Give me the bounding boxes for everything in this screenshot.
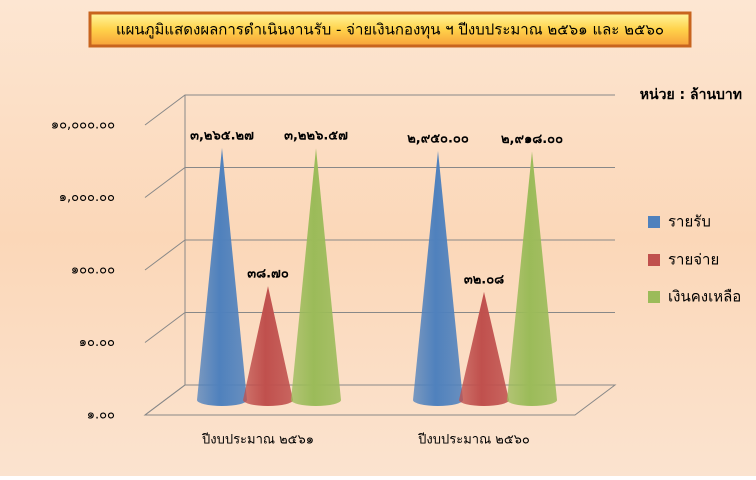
value-label: ๓๘.๗๐ <box>247 267 289 282</box>
y-tick-label: ๑๐,๐๐๐.๐๐ <box>51 118 115 133</box>
legend-swatch <box>648 216 660 228</box>
y-tick-label: ๑.๐๐ <box>87 408 115 423</box>
value-label: ๒,๙๑๘.๐๐ <box>501 132 563 147</box>
x-tick-label: ปีงบประมาณ ๒๕๖๑ <box>201 432 314 448</box>
cone <box>291 148 341 406</box>
chart-title: แผนภูมิแสดงผลการดำเนินงานรับ - จ่ายเงินก… <box>116 21 664 40</box>
y-tick-label: ๑๐๐.๐๐ <box>71 263 115 278</box>
cone <box>197 147 247 406</box>
value-label: ๒,๙๕๐.๐๐ <box>407 132 469 147</box>
legend-label: รายรับ <box>668 213 711 231</box>
unit-label: หน่วย : ล้านบาท <box>640 87 742 103</box>
cone <box>459 291 509 406</box>
legend-swatch <box>648 254 660 266</box>
grid-line <box>144 312 615 343</box>
legend-swatch <box>648 291 660 303</box>
value-label: ๓,๒๖๕.๒๗ <box>190 128 254 143</box>
y-tick-label: ๑๐.๐๐ <box>79 335 115 350</box>
cone <box>243 286 293 406</box>
title-box <box>88 11 692 48</box>
legend-label: รายจ่าย <box>668 251 719 269</box>
grid-line <box>144 167 615 198</box>
cone <box>507 151 557 406</box>
value-label: ๓,๒๒๖.๕๗ <box>284 129 348 144</box>
x-tick-label: ปีงบประมาณ ๒๕๖๐ <box>417 432 530 448</box>
value-label: ๓๒.๐๘ <box>464 272 504 287</box>
y-tick-label: ๑,๐๐๐.๐๐ <box>59 190 115 205</box>
grid-line <box>144 239 615 271</box>
legend-label: เงินคงเหลือ <box>668 288 741 306</box>
cone <box>413 151 463 406</box>
grid-line <box>144 94 615 126</box>
